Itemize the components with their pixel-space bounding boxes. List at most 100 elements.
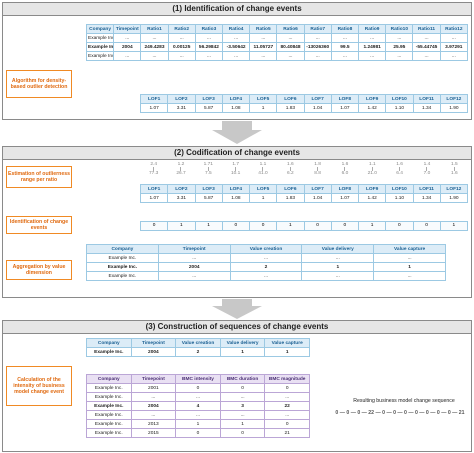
table-cell: 2001 [130, 383, 177, 393]
table-cell: ... [175, 392, 221, 402]
table-cell: 0 [175, 428, 221, 438]
header-cell: LOF10 [385, 94, 414, 104]
header-cell: LOF2 [167, 94, 196, 104]
range-separator [180, 167, 182, 171]
table-cell: 1.07 [139, 193, 169, 203]
header-cell: Timepoint [157, 244, 231, 254]
table-cell: ... [303, 51, 332, 61]
section-title: (2) Codification of change events [2, 146, 472, 160]
range-cell: 1.71 7.5 [195, 162, 222, 176]
event-cell: 0 [221, 221, 250, 231]
table-cell: 2 [175, 347, 221, 357]
table-cell: 1 [264, 347, 310, 357]
table-cell: 56.29842 [194, 42, 224, 52]
table-cell: 1 [219, 347, 266, 357]
table-cell: Example Inc. [85, 51, 115, 61]
range-high: 7.0 [423, 171, 431, 176]
table-cell: Example Inc. [86, 262, 159, 272]
range-high: 10.1 [230, 171, 241, 176]
range-cell: 1.1 41.0 [249, 162, 276, 176]
range-cell: 1.4 7.0 [413, 162, 440, 176]
table-cell: ... [175, 410, 221, 420]
range-low: 1.6 [286, 162, 294, 167]
table-cell: 1.34 [412, 193, 441, 203]
table: Company Timepoint BMC intensity BMC duratio… [86, 374, 310, 438]
range-cell: 1.6 6.0 [331, 162, 358, 176]
header-cell: LOF8 [330, 184, 360, 194]
range-cell: 1.6 6.4 [386, 162, 413, 176]
table: LOF1 LOF2 LOF3 LOF4 LOF5 LOF6 LOF7 LOF8 LOF9 LOF1… [139, 184, 469, 203]
table-cell: 5.87 [194, 193, 223, 203]
table-cell: ... [222, 33, 251, 43]
table-cell: 1 [373, 262, 446, 272]
header-cell: LOF10 [385, 184, 414, 194]
table-cell: ... [276, 33, 305, 43]
ratio-table: Company Timepoint Ratio1 Ratio2 Ratio3 Ratio4… [85, 24, 469, 61]
table-cell: ... [113, 51, 142, 61]
table-cell: 0 [219, 383, 266, 393]
table-cell: ... [167, 33, 196, 43]
table-cell: ... [276, 51, 305, 61]
bmc-table: Company Timepoint BMC intensity BMC duratio… [86, 374, 310, 438]
header-cell: Ratio10 [385, 24, 414, 34]
table-row: Example Inc............. [86, 271, 446, 281]
table-cell: ... [439, 33, 469, 43]
table-row: Example Inc.2004249.42830.0012556.29842-… [85, 42, 469, 52]
range-low: 1.71 [203, 162, 213, 167]
range-high: 77.3 [148, 171, 159, 176]
header-cell: LOF5 [248, 94, 278, 104]
header-cell: Company [86, 374, 132, 384]
section-title: (3) Construction of sequences of change … [2, 320, 472, 334]
step-box: Calculation of the intensity of business… [6, 366, 72, 406]
table-cell: ... [439, 51, 469, 61]
table: Company Timepoint Ratio1 Ratio2 Ratio3 Ratio4… [85, 24, 469, 61]
header-cell: LOF9 [357, 184, 387, 194]
table: Company Timepoint Value creation Value deli… [86, 244, 446, 281]
table-cell: ... [373, 271, 446, 281]
header-cell: Ratio1 [140, 24, 169, 34]
header-cell: LOF11 [412, 94, 441, 104]
header-cell: Company [85, 24, 115, 34]
table-cell: 2004 [130, 401, 177, 411]
table-cell: ... [194, 51, 224, 61]
header-cell: LOF7 [303, 94, 332, 104]
table-cell: 3.31 [167, 193, 196, 203]
table-cell: 0 [219, 428, 266, 438]
sequence-label: Resulting business model change sequence [353, 398, 455, 404]
header-row: Company Timepoint Value creation Value deli… [86, 338, 310, 348]
table-cell: ... [194, 33, 224, 43]
table-cell: ... [222, 51, 251, 61]
header-cell: LOF5 [248, 184, 278, 194]
event-cell: 0 [249, 221, 278, 231]
table-cell: 99.5 [330, 42, 360, 52]
table-cell: 5.87 [194, 103, 223, 113]
header-cell: Value delivery [301, 244, 375, 254]
table-cell: 1.42 [357, 193, 387, 203]
header-cell: LOF3 [194, 94, 223, 104]
range-separator [289, 167, 291, 171]
table-cell: 1.42 [357, 103, 387, 113]
table-cell: ... [301, 253, 375, 263]
range-separator [399, 167, 401, 171]
event-cell: 0 [412, 221, 441, 231]
table-row: Example Inc. 2015 0 0 21 [86, 428, 310, 438]
table-cell: 2004 [113, 42, 142, 52]
table-cell: 1.10 [385, 103, 414, 113]
range-low: 1.4 [423, 162, 431, 167]
table-cell: ... [219, 392, 266, 402]
header-cell: Ratio4 [222, 24, 251, 34]
table-cell: 3 [219, 401, 266, 411]
header-cell: LOF3 [194, 184, 223, 194]
table-cell: 1 [219, 419, 266, 429]
header-cell: LOF4 [221, 94, 251, 104]
range-low: 1.1 [259, 162, 267, 167]
table-row: Example Inc............. [86, 392, 310, 402]
event-cell: 0 [385, 221, 414, 231]
range-high: 7.5 [204, 171, 212, 176]
range-high: 21.0 [367, 171, 377, 176]
range-separator [207, 167, 209, 171]
table-cell: 0.00125 [167, 42, 196, 52]
range-low: 2.4 [150, 162, 157, 167]
table-cell: 1 [248, 193, 278, 203]
